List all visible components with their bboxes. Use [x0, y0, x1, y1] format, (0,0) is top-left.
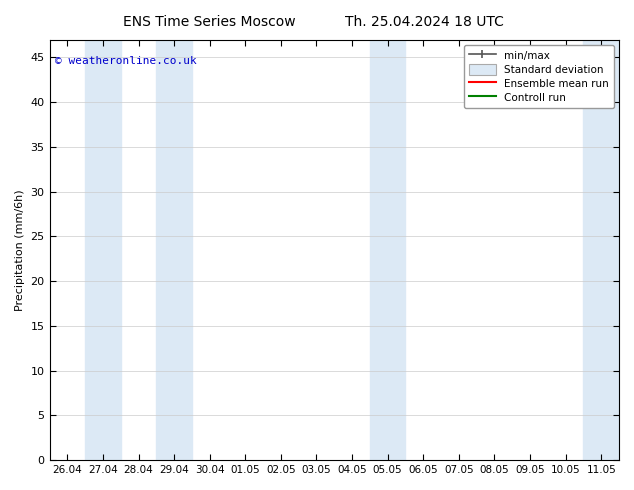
Text: ENS Time Series Moscow: ENS Time Series Moscow: [123, 15, 295, 29]
Bar: [85, 40, 120, 460]
Bar: [157, 40, 192, 460]
Bar: [583, 40, 619, 460]
Legend: min/max, Standard deviation, Ensemble mean run, Controll run: min/max, Standard deviation, Ensemble me…: [464, 45, 614, 108]
Bar: [370, 40, 406, 460]
Text: © weatheronline.co.uk: © weatheronline.co.uk: [55, 56, 197, 66]
Text: Th. 25.04.2024 18 UTC: Th. 25.04.2024 18 UTC: [346, 15, 504, 29]
Y-axis label: Precipitation (mm/6h): Precipitation (mm/6h): [15, 189, 25, 311]
